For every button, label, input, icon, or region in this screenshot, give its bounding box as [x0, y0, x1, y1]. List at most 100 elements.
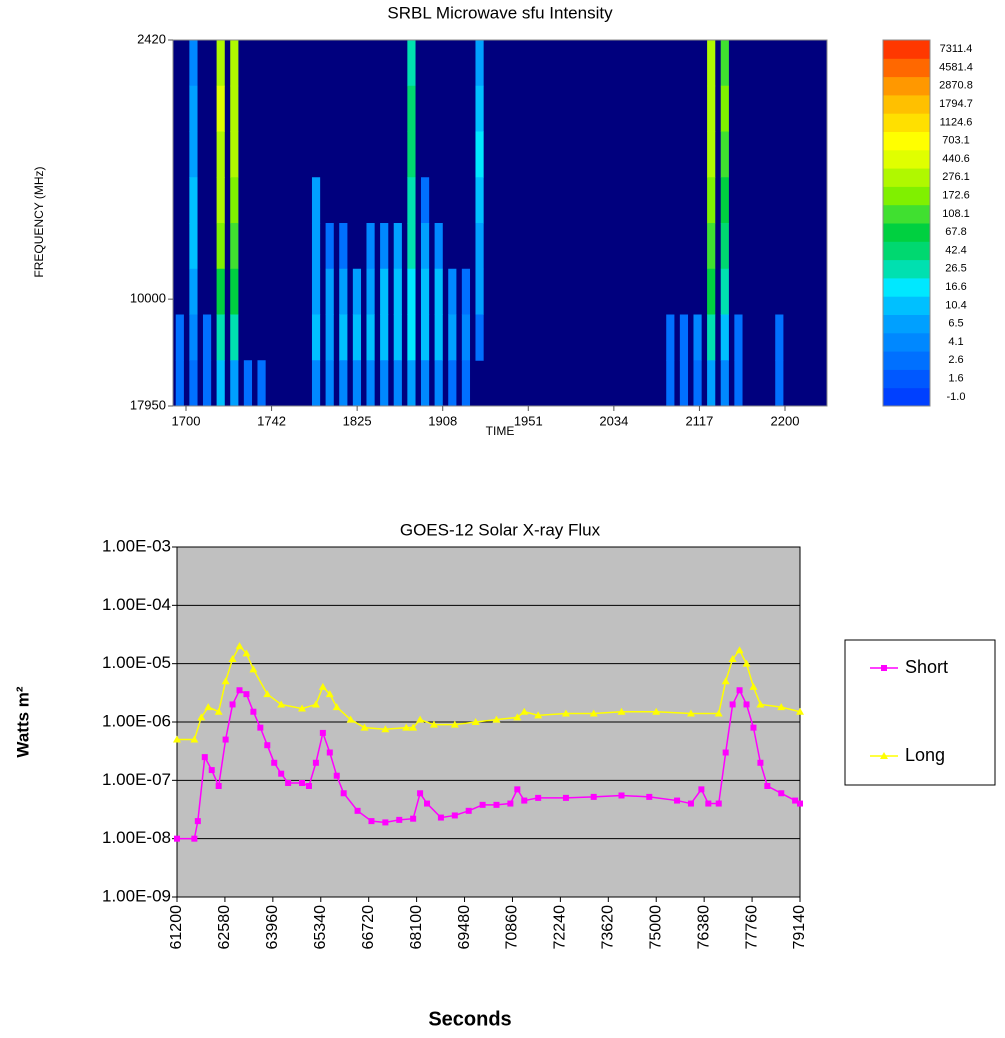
marker [728, 655, 737, 663]
colorbar-swatch [883, 223, 930, 242]
heatmap-cell [679, 360, 689, 407]
marker [714, 709, 723, 717]
colorbar-swatch [883, 131, 930, 151]
marker [242, 649, 251, 657]
marker [617, 707, 626, 715]
marker [451, 812, 458, 819]
x-tick-label: 2200 [771, 413, 800, 428]
colorbar-swatch [883, 369, 930, 389]
heatmap-cell [407, 85, 416, 132]
marker [618, 792, 625, 799]
marker [332, 703, 341, 711]
heatmap-title: SRBL Microwave sfu Intensity [387, 3, 613, 22]
colorbar-swatch [883, 351, 930, 370]
line-x-label: Seconds [428, 1008, 511, 1030]
heatmap-cell [420, 268, 430, 315]
heatmap-cell [380, 314, 389, 361]
marker [721, 677, 730, 685]
heatmap-cell [420, 360, 430, 407]
marker [235, 642, 244, 650]
marker [326, 749, 333, 756]
marker [250, 708, 257, 715]
marker [562, 794, 569, 801]
marker [271, 759, 278, 766]
heatmap-cell [216, 223, 225, 270]
marker [194, 818, 201, 825]
marker [417, 790, 424, 797]
heatmap-cell [448, 314, 457, 361]
line-title: GOES-12 Solar X-ray Flux [400, 520, 601, 539]
colorbar-swatch [883, 168, 930, 187]
heatmap-cell [707, 177, 716, 224]
x-tick-label: 70860 [504, 905, 521, 950]
y-tick-label: 1.00E-07 [102, 770, 171, 789]
heatmap-x-label: TIME [486, 424, 515, 438]
marker [535, 794, 542, 801]
marker [492, 715, 501, 723]
heatmap-cell [775, 314, 784, 361]
marker [686, 709, 695, 717]
marker [416, 715, 425, 723]
colorbar-swatch [883, 314, 930, 334]
colorbar-swatch [883, 204, 930, 224]
colorbar-label: 1.6 [948, 372, 963, 384]
heatmap-cell [189, 40, 198, 87]
marker [797, 800, 803, 807]
heatmap-cell [775, 360, 784, 407]
x-tick-label: 1825 [343, 413, 372, 428]
marker [561, 709, 570, 717]
colorbar-swatch [883, 241, 930, 261]
colorbar-swatch [883, 259, 930, 279]
heatmap-cell [189, 314, 198, 361]
heatmap-cell [407, 131, 416, 178]
y-tick-label: 1.00E-05 [102, 653, 171, 672]
heatmap-cell [720, 223, 729, 270]
x-tick-label: 1742 [257, 413, 286, 428]
heatmap-cell [420, 177, 430, 224]
x-tick-label: 63960 [264, 905, 281, 950]
heatmap-cell [420, 314, 430, 361]
heatmap-cell [311, 360, 321, 407]
x-tick-label: 69480 [456, 905, 473, 950]
heatmap-cell [366, 268, 375, 315]
colorbar-swatch [883, 40, 930, 59]
marker [743, 701, 750, 708]
marker [201, 754, 208, 761]
heatmap-cell [393, 223, 402, 270]
x-tick-label: 72240 [552, 905, 569, 950]
heatmap-cell [216, 268, 225, 315]
heatmap-cell [257, 360, 266, 407]
marker [652, 707, 661, 715]
marker [249, 665, 258, 673]
heatmap-cell [707, 85, 716, 132]
heatmap-cell [339, 268, 348, 315]
marker [236, 687, 243, 694]
marker [190, 735, 199, 743]
marker [208, 767, 215, 774]
marker [880, 752, 888, 759]
colorbar-label: 1794.7 [939, 98, 973, 110]
x-tick-label: 2034 [599, 413, 628, 428]
marker [333, 772, 340, 779]
marker [756, 700, 765, 708]
heatmap-cell [720, 268, 729, 315]
colorbar-label: 703.1 [942, 135, 970, 147]
heatmap-cell [393, 314, 402, 361]
heatmap-cell [720, 85, 729, 132]
heatmap-cell [461, 314, 471, 361]
y-tick-label: 1.00E-09 [102, 886, 171, 905]
marker [715, 800, 722, 807]
marker [514, 786, 521, 793]
plot-frame [172, 39, 828, 407]
marker [750, 724, 757, 731]
plot-frame [176, 546, 801, 898]
marker [285, 780, 292, 787]
marker [257, 724, 264, 731]
heatmap-cell [707, 40, 716, 87]
marker [735, 646, 744, 654]
marker [311, 700, 320, 708]
marker [325, 690, 334, 698]
heatmap-cell [189, 360, 198, 407]
marker [319, 729, 326, 736]
